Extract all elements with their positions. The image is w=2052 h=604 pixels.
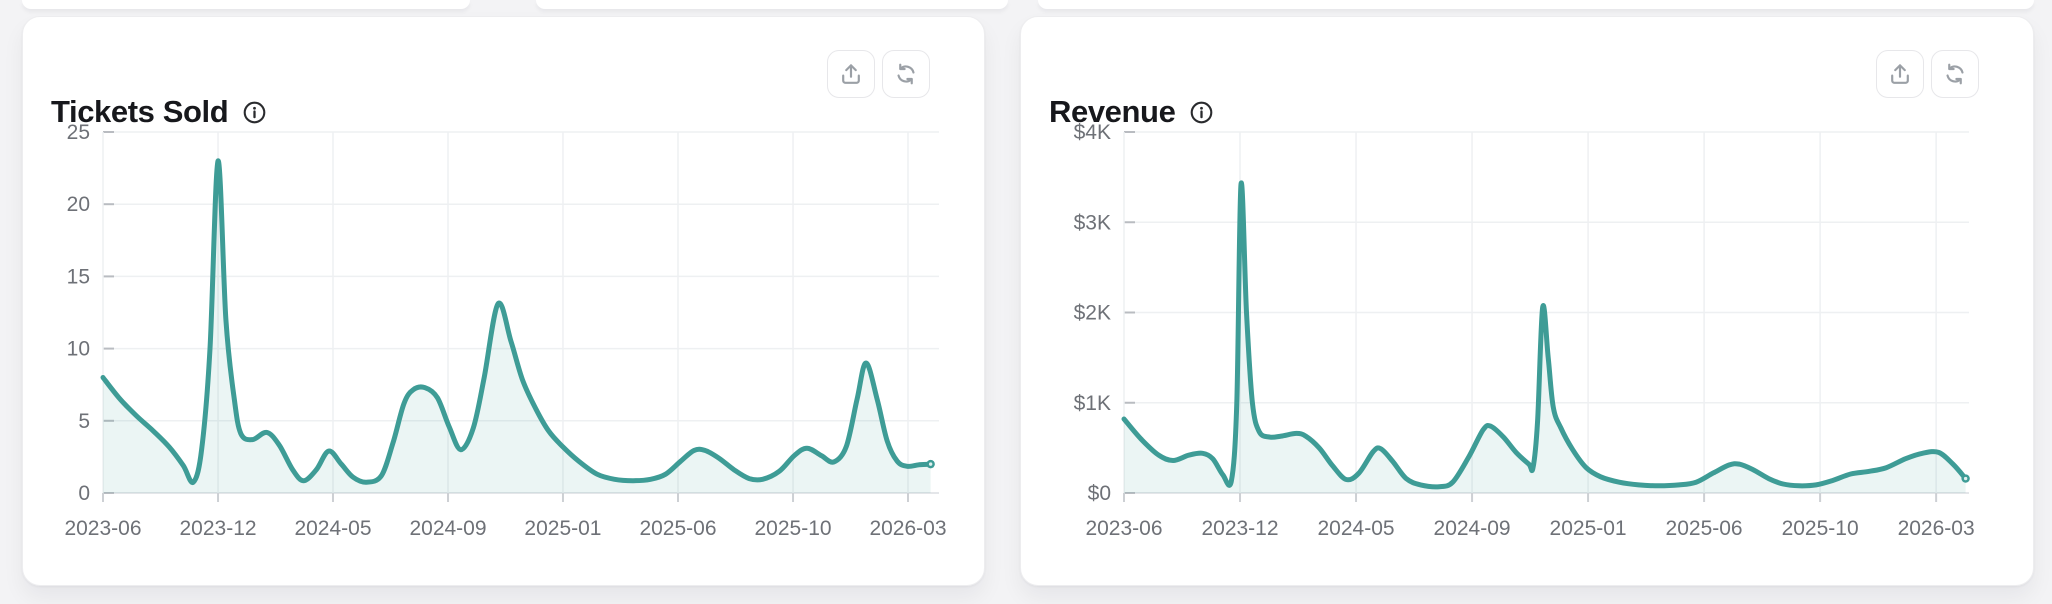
export-button[interactable] — [1876, 50, 1924, 98]
svg-text:2025-01: 2025-01 — [524, 517, 601, 540]
refresh-icon — [897, 63, 915, 85]
svg-text:2026-03: 2026-03 — [869, 517, 946, 540]
card-actions — [1876, 50, 1979, 98]
svg-text:15: 15 — [67, 265, 90, 288]
svg-text:5: 5 — [78, 410, 90, 433]
info-icon[interactable] — [1189, 100, 1214, 125]
svg-text:2025-06: 2025-06 — [639, 517, 716, 540]
svg-text:2026-03: 2026-03 — [1898, 517, 1975, 540]
svg-text:2025-01: 2025-01 — [1550, 517, 1627, 540]
svg-text:$1K: $1K — [1074, 392, 1111, 415]
info-icon[interactable] — [242, 100, 267, 125]
svg-text:2023-06: 2023-06 — [1085, 517, 1162, 540]
svg-text:2025-10: 2025-10 — [1782, 517, 1859, 540]
tickets-sold-card: Tickets Sold 0 5 10 15 20 25 2023-06 2023-12 202… — [22, 16, 985, 586]
svg-text:$0: $0 — [1088, 482, 1111, 505]
svg-text:2023-12: 2023-12 — [1201, 517, 1278, 540]
card-actions — [827, 50, 930, 98]
svg-text:2025-10: 2025-10 — [754, 517, 831, 540]
upload-icon — [1891, 64, 1909, 84]
tickets-sold-chart[interactable]: 0 5 10 15 20 25 2023-06 2023-12 2024-05 2024-09 20… — [23, 17, 986, 587]
card-header: Tickets Sold — [51, 93, 267, 131]
svg-text:$2K: $2K — [1074, 302, 1111, 325]
refresh-icon — [1946, 63, 1964, 85]
revenue-card: Revenue $0 $1K $2K $3K $4K 2023-06 2023-12 2024… — [1020, 16, 2034, 586]
svg-text:2023-06: 2023-06 — [64, 517, 141, 540]
svg-text:2024-05: 2024-05 — [294, 517, 371, 540]
top-card-edge — [22, 0, 470, 9]
svg-text:2025-06: 2025-06 — [1666, 517, 1743, 540]
top-card-edge — [536, 0, 1008, 9]
svg-text:2024-09: 2024-09 — [1434, 517, 1511, 540]
refresh-button[interactable] — [882, 50, 930, 98]
top-card-edge — [1038, 0, 2034, 9]
svg-text:10: 10 — [67, 338, 90, 361]
svg-text:$4K: $4K — [1074, 121, 1111, 144]
refresh-button[interactable] — [1931, 50, 1979, 98]
svg-text:2024-05: 2024-05 — [1317, 517, 1394, 540]
upload-icon — [842, 64, 860, 84]
svg-text:2023-12: 2023-12 — [179, 517, 256, 540]
card-title-tickets-sold: Tickets Sold — [51, 94, 229, 129]
svg-text:2024-09: 2024-09 — [409, 517, 486, 540]
card-header: Revenue — [1049, 93, 1214, 131]
revenue-chart[interactable]: $0 $1K $2K $3K $4K 2023-06 2023-12 2024-05 2024-… — [1021, 17, 2035, 587]
svg-text:0: 0 — [78, 482, 90, 505]
svg-text:20: 20 — [67, 193, 90, 216]
card-title-revenue: Revenue — [1049, 94, 1176, 129]
svg-text:$3K: $3K — [1074, 211, 1111, 234]
svg-text:25: 25 — [67, 121, 90, 144]
export-button[interactable] — [827, 50, 875, 98]
